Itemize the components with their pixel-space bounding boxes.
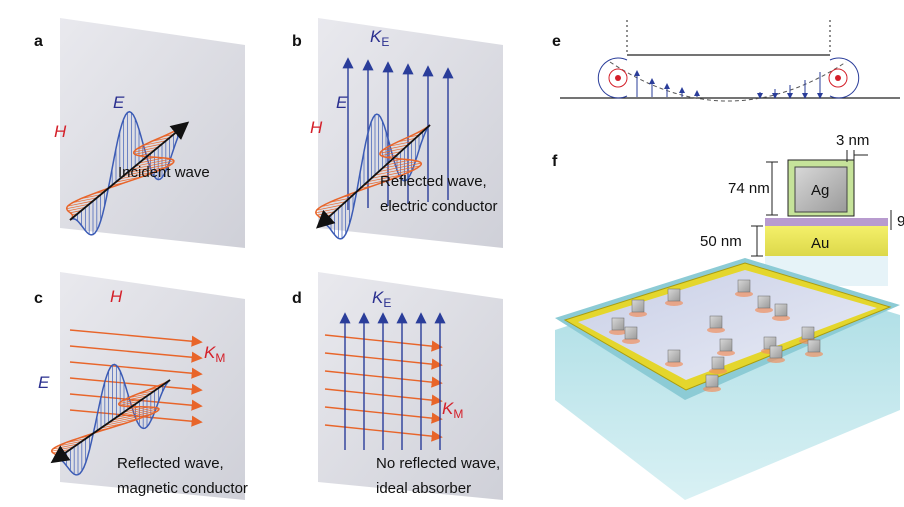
k-sub: M: [215, 351, 225, 365]
panel-f-inset: [751, 150, 891, 286]
panel-label: d: [292, 290, 302, 307]
cube: [712, 357, 724, 369]
k: K: [370, 27, 382, 46]
cube: [625, 327, 637, 339]
panel-label: a: [34, 33, 43, 50]
k-sub: E: [383, 296, 391, 310]
figure: a E H Incident wave b KE E H Reflected w…: [0, 0, 904, 507]
e-field-label: E: [336, 93, 348, 112]
caption: Reflected wave,: [380, 173, 487, 190]
k-sub: M: [453, 407, 463, 421]
k: K: [204, 343, 216, 362]
cube: [738, 280, 750, 292]
panel-label: c: [34, 290, 43, 307]
material-label: Ag: [811, 182, 829, 199]
cube: [668, 350, 680, 362]
cube: [775, 304, 787, 316]
k: K: [372, 288, 384, 307]
h-field-label: H: [110, 287, 123, 306]
panel-label: b: [292, 33, 302, 50]
cube: [758, 296, 770, 308]
cube: [770, 346, 782, 358]
dimension-label: 3 nm: [836, 132, 869, 149]
cube: [720, 339, 732, 351]
dimension-label: 9: [897, 213, 904, 230]
cube: [632, 300, 644, 312]
e-field-label: E: [38, 373, 50, 392]
panel-f-slab: [555, 258, 900, 500]
caption: Incident wave: [118, 164, 210, 181]
caption: No reflected wave,: [376, 455, 500, 472]
dimension-label: 74 nm: [728, 180, 770, 197]
cube: [668, 289, 680, 301]
panel-label: e: [552, 33, 561, 50]
h-field-label: H: [310, 118, 323, 137]
panel-e-drawing: [560, 20, 900, 101]
k-sub: E: [381, 35, 389, 49]
h-field-label: H: [54, 122, 67, 141]
k: K: [442, 399, 454, 418]
material-label: Au: [811, 235, 829, 252]
caption: ideal absorber: [376, 480, 471, 497]
cube: [710, 316, 722, 328]
cube: [808, 340, 820, 352]
cube: [706, 375, 718, 387]
cube: [612, 318, 624, 330]
cube: [802, 327, 814, 339]
planes: [60, 18, 503, 500]
caption: Reflected wave,: [117, 455, 224, 472]
caption: magnetic conductor: [117, 480, 248, 497]
panel-label: f: [552, 153, 558, 170]
dimension-label: 50 nm: [700, 233, 742, 250]
plane: [60, 18, 245, 248]
e-field-label: E: [113, 93, 125, 112]
caption: electric conductor: [380, 198, 498, 215]
